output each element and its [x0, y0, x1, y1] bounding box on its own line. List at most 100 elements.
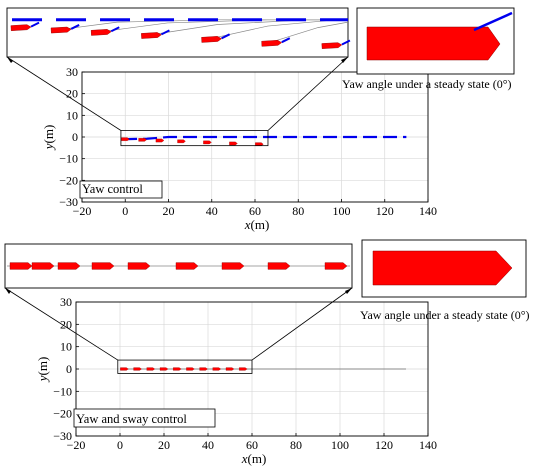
steady-state-vessel — [372, 250, 513, 286]
inset-heading-segment — [30, 21, 40, 28]
vessel-marker — [212, 367, 222, 371]
inset-vessel-marker — [57, 262, 81, 270]
inset-vessel-marker — [321, 42, 343, 49]
vessel-marker — [121, 137, 130, 141]
x-tick-label: 80 — [292, 204, 304, 218]
trajectory-line — [123, 135, 407, 141]
vessel-marker — [239, 367, 248, 371]
x-tick-label: 120 — [376, 204, 394, 218]
y-tick-label: −10 — [53, 384, 72, 398]
zoom-region-box — [117, 359, 253, 374]
chart-layer: −20 0 20 40 60 80 100 120 140−30−20−100102030x(m… — [35, 65, 437, 466]
vessel-marker — [229, 141, 238, 146]
vessel-marker — [225, 367, 235, 371]
x-tick-label: 40 — [202, 438, 214, 452]
inset-heading-segment — [70, 24, 80, 30]
vessel-marker — [255, 142, 264, 146]
y-tick-label: −20 — [59, 173, 78, 187]
vessel-marker — [133, 367, 142, 371]
inset-heading-segment — [281, 37, 291, 44]
y-tick-label: 20 — [60, 317, 72, 331]
vessel-marker — [177, 139, 186, 144]
vessel-marker — [173, 367, 182, 371]
inset-layer — [4, 7, 527, 361]
inset-vessel-marker — [221, 262, 245, 270]
inset-vessel-marker — [175, 262, 199, 270]
x-tick-label: 140 — [419, 204, 437, 218]
x-tick-label: −20 — [73, 204, 92, 218]
reference-curve — [267, 21, 349, 44]
inset-vessel-marker — [141, 32, 162, 39]
top-steady-state-caption: Yaw angle under a steady state (0°) — [342, 77, 512, 91]
y-tick-label: −30 — [53, 429, 72, 443]
connector-line — [251, 287, 353, 361]
y-tick-label: 0 — [66, 362, 72, 376]
inset-vessel-marker — [127, 262, 151, 270]
x-tick-label: 0 — [117, 438, 123, 452]
x-tick-label: 100 — [333, 204, 351, 218]
y-tick-label: 30 — [66, 65, 78, 79]
x-tick-label: 140 — [419, 438, 437, 452]
x-tick-label: 80 — [290, 438, 302, 452]
text-layer: Yaw control Yaw and sway control Yaw ang… — [76, 77, 530, 426]
inset-heading-segment — [221, 33, 231, 40]
bottom-steady-state-caption: Yaw angle under a steady state (0°) — [360, 308, 530, 322]
x-axis-label: x(m) — [241, 451, 267, 466]
inset-vessel-marker — [50, 26, 72, 34]
inset-vessel-marker — [90, 29, 112, 36]
vessel-marker — [120, 367, 129, 371]
connector-line — [6, 56, 122, 131]
vessel-marker — [138, 138, 147, 142]
steady-state-vessel — [366, 26, 501, 61]
y-axis-label: y(m) — [35, 357, 50, 384]
x-tick-label: −20 — [67, 438, 86, 452]
x-tick-label: 40 — [206, 204, 218, 218]
inset-vessel-marker — [261, 39, 283, 47]
connector-arrowhead — [345, 288, 352, 294]
connector-arrowhead — [341, 57, 348, 63]
y-tick-label: −30 — [59, 195, 78, 209]
zoom-region-box — [120, 130, 269, 147]
vessel-marker — [155, 138, 165, 143]
x-tick-label: 60 — [246, 438, 258, 452]
vessel-marker — [146, 367, 156, 371]
x-tick-label: 0 — [122, 204, 128, 218]
inset-vessel-marker — [91, 262, 115, 270]
vessel-marker — [159, 367, 169, 371]
y-tick-label: 10 — [60, 340, 72, 354]
top-mode-label: Yaw control — [82, 182, 143, 196]
inset-heading-segment — [110, 26, 120, 33]
inset-vessel-marker — [9, 262, 33, 270]
y-tick-label: 10 — [66, 108, 78, 122]
inset-heading-segment — [341, 39, 351, 46]
inset-vessel-marker — [10, 24, 32, 32]
x-tick-label: 60 — [249, 204, 261, 218]
bottom-mode-label: Yaw and sway control — [76, 412, 187, 426]
inset-vessel-marker — [31, 262, 55, 270]
mode-label-box — [79, 180, 163, 199]
x-tick-label: 20 — [163, 204, 175, 218]
y-tick-label: 30 — [60, 295, 72, 309]
connector-line — [267, 56, 349, 131]
connector-line — [4, 287, 119, 361]
x-axis-label: x(m) — [244, 217, 270, 232]
x-tick-label: 120 — [375, 438, 393, 452]
inset-vessel-marker — [201, 36, 222, 43]
vessel-marker — [199, 367, 208, 371]
connector-arrowhead — [5, 288, 11, 294]
y-tick-label: −20 — [53, 407, 72, 421]
y-tick-label: 0 — [72, 130, 78, 144]
inset-vessel-marker — [324, 262, 348, 270]
y-axis-label: y(m) — [41, 125, 56, 152]
x-tick-label: 20 — [158, 438, 170, 452]
inset-vessel-marker — [267, 262, 291, 270]
mode-label-box — [73, 408, 216, 428]
vessel-marker — [203, 140, 212, 145]
x-tick-label: 100 — [331, 438, 349, 452]
inset-heading-segment — [160, 29, 170, 36]
steady-state-heading-line — [473, 11, 513, 32]
y-tick-label: −10 — [59, 152, 78, 166]
connector-arrowhead — [7, 57, 13, 63]
vessel-marker — [186, 367, 195, 371]
